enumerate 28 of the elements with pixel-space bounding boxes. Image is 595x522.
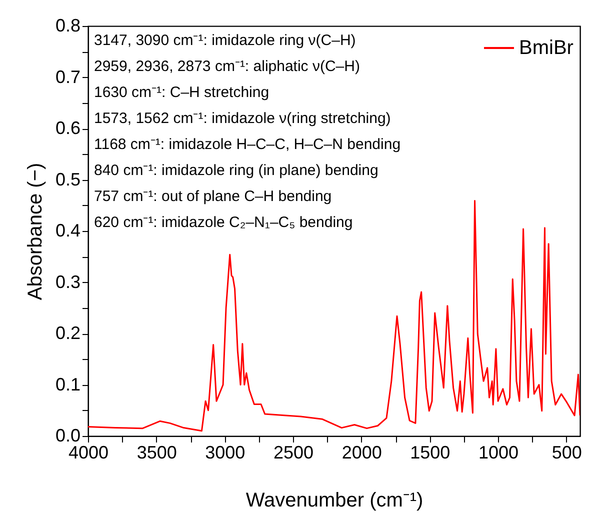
x-tick-label: 2000 (342, 442, 382, 462)
annotation: 1168 cm⁻¹: imidazole H–C–C, H–C–N bending (94, 136, 401, 153)
annotation: 1630 cm⁻¹: C–H stretching (94, 84, 270, 101)
annotation: 1573, 1562 cm⁻¹: imidazole ν(ring stretching) (94, 110, 391, 127)
x-tick-label: 4000 (68, 442, 109, 462)
x-tick-label: 3500 (136, 442, 177, 462)
annotation: 757 cm⁻¹: out of plane C–H bending (94, 188, 332, 205)
y-tick-label: 0.2 (55, 323, 80, 343)
y-tick-label: 0.1 (55, 374, 80, 394)
y-tick-label: 0.7 (55, 66, 80, 87)
annotation: 2959, 2936, 2873 cm⁻¹: aliphatic ν(C–H) (94, 58, 360, 75)
y-tick-label: 0.6 (55, 118, 80, 138)
annotation: 3147, 3090 cm⁻¹: imidazole ring ν(C–H) (94, 32, 356, 49)
x-axis-title: Wavenumber (cm⁻¹) (246, 490, 424, 512)
annotation: 840 cm⁻¹: imidazole ring (in plane) bending (94, 162, 378, 179)
y-tick-label: 0.0 (55, 426, 80, 446)
y-tick-label: 0.4 (55, 220, 80, 240)
x-tick-label: 1000 (478, 442, 519, 462)
y-tick-label: 0.8 (55, 16, 80, 36)
x-tick-label: 3000 (205, 442, 246, 462)
annotation: 620 cm⁻¹: imidazole C₂–N₁–C₅ bending (94, 214, 353, 231)
x-tick-label: 500 (552, 442, 582, 462)
y-tick-label: 0.3 (55, 272, 80, 292)
legend-label: BmiBr (519, 37, 574, 59)
y-axis-title: Absorbance (−) (24, 162, 46, 300)
y-tick-label: 0.5 (55, 169, 80, 190)
x-tick-label: 2500 (273, 442, 314, 462)
x-tick-label: 1500 (410, 442, 450, 462)
